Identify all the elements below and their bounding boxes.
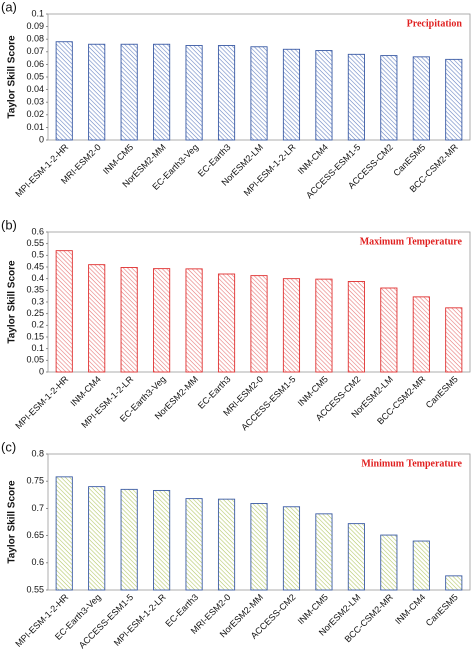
y-tick-label: 0.1 bbox=[31, 343, 44, 353]
bar bbox=[282, 48, 301, 141]
y-tick-label: 0.8 bbox=[31, 448, 44, 458]
y-tick-label: 0.03 bbox=[26, 97, 44, 107]
bar bbox=[185, 498, 203, 591]
bar bbox=[55, 476, 73, 591]
bar bbox=[412, 56, 430, 141]
x-tick-label: MPI-ESM-1-2-HR bbox=[13, 374, 70, 431]
bar bbox=[445, 307, 463, 373]
panel-label: (c) bbox=[1, 439, 16, 454]
x-tick-label: MPI-ESM-1-2-HR bbox=[13, 142, 70, 199]
y-axis-label: Taylor Skill Score bbox=[7, 480, 18, 564]
bar bbox=[153, 43, 171, 141]
bar bbox=[217, 45, 236, 141]
y-tick-label: 0.55 bbox=[26, 584, 44, 594]
panel-label: (a) bbox=[1, 0, 17, 14]
y-tick-label: 0.2 bbox=[31, 320, 44, 330]
bar bbox=[250, 503, 268, 591]
bar bbox=[120, 43, 138, 141]
bar bbox=[250, 46, 268, 141]
bar bbox=[347, 281, 365, 373]
y-tick-label: 0.6 bbox=[31, 226, 44, 236]
y-tick-label: 0.02 bbox=[26, 109, 44, 119]
y-axis-label: Taylor Skill Score bbox=[7, 35, 18, 119]
y-tick-label: 0.35 bbox=[26, 285, 44, 295]
bar bbox=[185, 45, 203, 141]
bar bbox=[185, 268, 203, 373]
bar bbox=[88, 264, 106, 373]
y-tick-label: 0.5 bbox=[31, 250, 44, 260]
bar bbox=[217, 498, 236, 591]
y-tick-label: 0.08 bbox=[26, 34, 44, 44]
y-tick-label: 0.07 bbox=[26, 46, 44, 56]
bar bbox=[315, 513, 333, 591]
y-tick-label: 0.01 bbox=[26, 122, 44, 132]
y-tick-label: 0.3 bbox=[31, 296, 44, 306]
bar bbox=[250, 275, 268, 373]
bar bbox=[120, 488, 138, 591]
bar bbox=[88, 486, 106, 591]
bar bbox=[217, 273, 236, 373]
y-tick-label: 0.06 bbox=[26, 59, 44, 69]
y-tick-label: 0 bbox=[39, 366, 44, 376]
bar bbox=[55, 41, 73, 141]
y-tick-label: 0.05 bbox=[26, 71, 44, 81]
y-tick-label: 0 bbox=[39, 134, 44, 144]
chart-title: Precipitation bbox=[407, 18, 463, 29]
bar bbox=[380, 534, 398, 591]
y-tick-label: 0.6 bbox=[31, 557, 44, 567]
bar bbox=[153, 489, 171, 591]
y-tick-label: 0.75 bbox=[26, 476, 44, 486]
y-tick-label: 0.04 bbox=[26, 84, 44, 94]
bar bbox=[412, 540, 430, 591]
bar bbox=[282, 506, 301, 591]
x-tick-label: MPI-ESM-1-2-HR bbox=[13, 592, 70, 649]
bar bbox=[380, 55, 398, 141]
bar bbox=[55, 250, 73, 373]
bar bbox=[347, 523, 365, 591]
y-axis-label: Taylor Skill Score bbox=[7, 260, 18, 344]
bar bbox=[315, 50, 333, 141]
y-tick-label: 0.4 bbox=[31, 273, 44, 283]
y-tick-label: 0.45 bbox=[26, 261, 44, 271]
x-tick-label: CanESM5 bbox=[424, 592, 460, 628]
y-tick-label: 0.1 bbox=[31, 8, 44, 18]
y-tick-label: 0.25 bbox=[26, 308, 44, 318]
y-tick-label: 0.55 bbox=[26, 238, 44, 248]
bar bbox=[282, 278, 301, 373]
y-tick-label: 0.05 bbox=[26, 355, 44, 365]
bar bbox=[315, 278, 333, 373]
bar bbox=[88, 43, 106, 141]
bar bbox=[380, 287, 398, 373]
bar bbox=[445, 575, 463, 591]
bar bbox=[445, 58, 463, 141]
bar bbox=[347, 53, 365, 141]
y-tick-label: 0.09 bbox=[26, 21, 44, 31]
chart-title: Minimum Temperature bbox=[361, 458, 462, 469]
bar bbox=[153, 268, 171, 373]
x-tick-label: CanESM5 bbox=[424, 374, 460, 410]
y-tick-label: 0.15 bbox=[26, 331, 44, 341]
bar bbox=[120, 267, 138, 373]
y-tick-label: 0.65 bbox=[26, 530, 44, 540]
panel-label: (b) bbox=[1, 217, 17, 232]
chart-title: Maximum Temperature bbox=[360, 236, 463, 247]
bar bbox=[412, 296, 430, 373]
x-tick-label: INM-CM4 bbox=[393, 592, 427, 626]
y-tick-label: 0.7 bbox=[31, 503, 44, 513]
